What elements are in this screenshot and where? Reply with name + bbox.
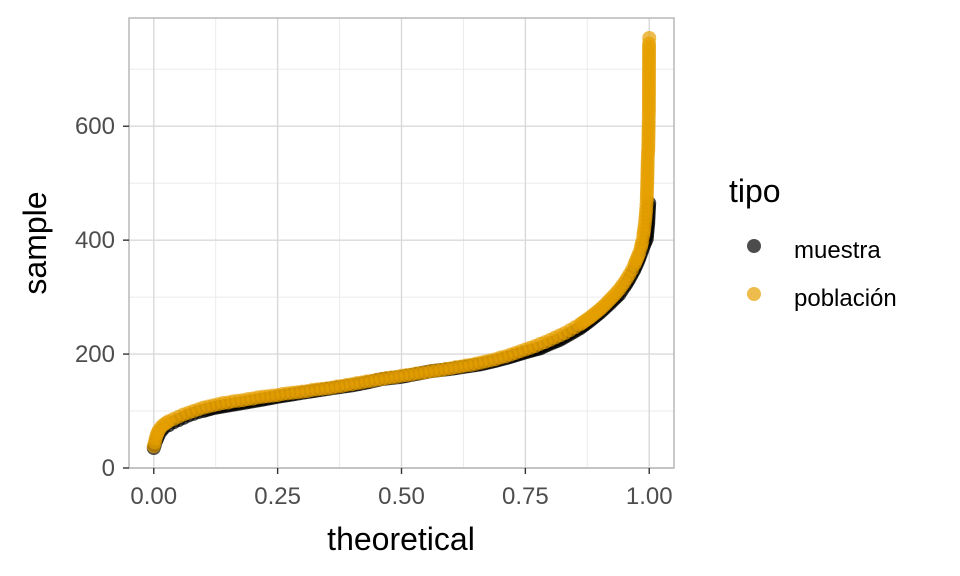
x-axis-ticks: 0.00 0.25 0.50 0.75 1.00 xyxy=(130,468,673,510)
points-layer xyxy=(146,30,657,456)
legend-key-muestra xyxy=(747,239,761,253)
legend-title: tipo xyxy=(729,173,781,209)
legend-label-poblacion: población xyxy=(794,285,897,312)
legend-label-muestra: muestra xyxy=(794,237,881,264)
data-point xyxy=(642,30,657,45)
x-tick-label: 0.25 xyxy=(254,483,301,510)
y-tick-label: 400 xyxy=(75,227,115,254)
y-axis-title: sample xyxy=(17,191,53,294)
x-axis-title: theoretical xyxy=(327,521,475,557)
legend: tipo muestra población xyxy=(729,173,897,312)
y-tick-label: 600 xyxy=(75,113,115,140)
x-tick-label: 0.50 xyxy=(378,483,425,510)
x-tick-label: 0.75 xyxy=(502,483,549,510)
legend-key-poblacion xyxy=(747,287,761,301)
y-tick-label: 200 xyxy=(75,341,115,368)
x-tick-label: 1.00 xyxy=(626,483,673,510)
series-poblacion xyxy=(146,30,657,454)
y-tick-label: 0 xyxy=(102,455,115,482)
y-axis-ticks: 0 200 400 600 xyxy=(75,113,129,482)
x-tick-label: 0.00 xyxy=(130,483,177,510)
